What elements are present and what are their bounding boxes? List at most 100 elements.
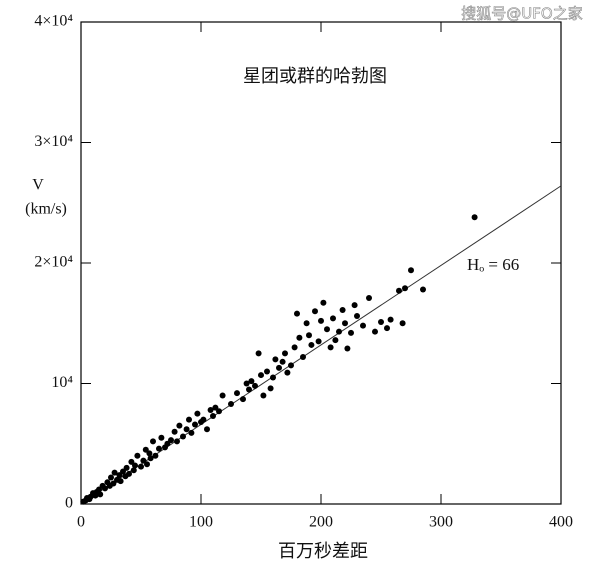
data-point	[339, 306, 346, 313]
fit-line	[80, 185, 562, 505]
data-point	[402, 285, 408, 292]
data-point	[399, 320, 406, 327]
data-point	[306, 332, 312, 339]
data-point	[216, 408, 222, 415]
data-point	[171, 428, 178, 435]
data-point	[188, 429, 195, 436]
data-point	[152, 452, 159, 459]
data-point	[147, 455, 154, 462]
data-point	[327, 344, 334, 351]
data-point	[210, 413, 216, 420]
data-point	[117, 478, 124, 485]
data-point	[344, 345, 351, 352]
data-point	[180, 433, 186, 440]
data-point	[320, 299, 327, 306]
data-point	[204, 426, 210, 433]
data-point	[176, 422, 183, 429]
watermark: 搜狐号@UFO之家	[461, 5, 582, 23]
data-point	[183, 426, 190, 433]
data-point	[111, 469, 118, 476]
data-point	[158, 434, 165, 441]
y-axis-label: (km/s)	[25, 201, 67, 218]
y-tick-label: 4×10⁴	[34, 13, 73, 30]
data-point	[354, 313, 360, 320]
data-point	[471, 214, 478, 221]
data-point	[272, 356, 279, 363]
data-point	[150, 438, 156, 445]
data-point	[330, 315, 336, 322]
data-point	[372, 328, 378, 335]
data-point	[243, 380, 250, 387]
data-point	[192, 421, 198, 428]
data-point	[126, 470, 132, 477]
data-point	[264, 368, 270, 375]
data-point	[246, 386, 252, 393]
data-point	[284, 369, 291, 376]
data-point	[207, 407, 214, 414]
data-point	[252, 382, 258, 389]
data-point	[420, 286, 426, 293]
data-point	[366, 294, 372, 301]
data-point	[156, 445, 162, 452]
data-point	[248, 378, 255, 385]
x-tick-label: 200	[309, 514, 333, 531]
data-point	[348, 329, 354, 336]
data-point	[130, 467, 137, 474]
data-point	[342, 320, 348, 327]
y-tick-label: 0	[65, 495, 73, 512]
data-point	[408, 267, 414, 274]
x-tick-label: 100	[189, 514, 213, 531]
y-tick-label: 10⁴	[51, 374, 73, 391]
data-point	[258, 372, 264, 379]
data-point	[200, 416, 207, 423]
x-axis-label: 百万秒差距	[278, 541, 368, 561]
data-point	[360, 322, 366, 329]
data-point	[332, 337, 339, 344]
data-point	[312, 308, 318, 315]
data-point	[300, 353, 306, 360]
data-point	[194, 410, 201, 417]
data-point	[291, 344, 298, 351]
data-point	[108, 474, 114, 481]
data-point	[174, 438, 180, 445]
data-point	[144, 461, 150, 468]
data-point	[134, 452, 141, 459]
data-point	[294, 310, 300, 317]
x-tick-label: 0	[77, 514, 85, 531]
y-tick-label: 3×10⁴	[34, 133, 73, 150]
chart-title: 星团或群的哈勃图	[243, 66, 387, 86]
data-point	[186, 416, 192, 423]
data-point	[168, 437, 174, 444]
data-point	[234, 390, 240, 397]
data-point	[318, 317, 324, 324]
data-point	[138, 463, 144, 470]
data-point	[384, 325, 390, 332]
data-point	[296, 334, 303, 341]
data-point	[97, 491, 104, 498]
data-point	[279, 358, 286, 365]
annotation: Hₒ = 66	[467, 255, 519, 274]
data-point	[146, 450, 153, 457]
data-point	[387, 316, 394, 323]
x-tick-label: 300	[429, 514, 453, 531]
data-point	[303, 320, 310, 327]
data-point	[282, 350, 288, 357]
data-point	[267, 385, 274, 392]
y-tick-label: 2×10⁴	[34, 254, 73, 271]
data-point	[324, 326, 330, 333]
data-point	[240, 396, 246, 403]
data-point	[378, 319, 384, 326]
y-axis-label: V	[32, 177, 44, 194]
data-point	[336, 328, 342, 335]
x-tick-label: 400	[549, 514, 573, 531]
data-point	[308, 341, 315, 348]
data-point	[132, 462, 138, 469]
data-point	[276, 364, 282, 371]
data-point	[219, 392, 226, 399]
data-point	[270, 374, 276, 381]
data-point	[396, 287, 402, 294]
data-point	[102, 485, 108, 492]
data-point	[228, 400, 234, 407]
data-point	[315, 338, 322, 345]
